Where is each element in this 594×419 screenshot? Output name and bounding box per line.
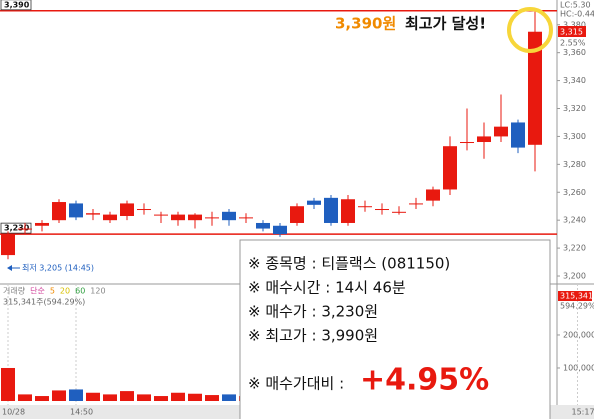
candle-body xyxy=(358,206,372,208)
y-tick-label: 3,360 xyxy=(563,48,586,57)
candle-body xyxy=(494,126,508,137)
y-tick-label: 3,340 xyxy=(563,76,586,85)
info-lines: ※ 종목명 : 티플랙스 (081150) ※ 매수시간 : 14시 46분 ※ 매… xyxy=(248,255,450,345)
candle-body xyxy=(103,214,117,221)
last-price-box xyxy=(558,26,586,37)
y-tick-label: 3,220 xyxy=(563,244,586,253)
info-box xyxy=(239,239,551,419)
candle-body xyxy=(528,31,542,145)
candle-body xyxy=(443,146,457,190)
y-tick-label: 3,300 xyxy=(563,132,586,141)
y-tick-label: 3,320 xyxy=(563,104,586,113)
x-tick-label: 14:50 xyxy=(70,408,93,417)
volume-bar xyxy=(103,394,117,401)
last-volume-ratio: 594.29% xyxy=(560,302,594,311)
high-note-price: 3,390원 xyxy=(335,15,396,33)
volume-info: 315,341주(594.29%) xyxy=(3,298,85,307)
volume-bar xyxy=(69,389,83,401)
legend-item: 20 xyxy=(60,287,70,296)
candle-body xyxy=(35,222,49,226)
candle-body xyxy=(341,199,355,223)
volume-bar xyxy=(120,391,134,401)
level-label: 3,390 xyxy=(4,0,30,9)
y-tick-label: 3,260 xyxy=(563,188,586,197)
lc-label: LC:5.30 xyxy=(560,1,591,10)
last-change: 2.55% xyxy=(560,39,586,48)
compare-label: ※ 매수가대비 : xyxy=(248,375,344,393)
legend-item: 단순 xyxy=(30,286,45,296)
compare-value: +4.95% xyxy=(360,363,489,398)
candle-body xyxy=(69,203,83,218)
x-tick-label: 10/28 xyxy=(2,408,25,417)
volume-bar xyxy=(137,394,151,401)
highlight-circle xyxy=(507,7,553,53)
volume-bar xyxy=(222,394,236,401)
legend-item: 120 xyxy=(90,287,105,296)
candle-body xyxy=(477,136,491,143)
high-note-text: 최고가 달성! xyxy=(405,15,486,33)
candle-body xyxy=(290,206,304,223)
candle-body xyxy=(375,209,389,211)
level-label-box xyxy=(0,222,32,234)
volume-bar xyxy=(86,392,100,401)
info-line: ※ 매수시간 : 14시 46분 xyxy=(248,279,406,297)
info-line: ※ 종목명 : 티플랙스 (081150) xyxy=(248,255,450,273)
level-label-box xyxy=(0,0,32,11)
volume-bar xyxy=(1,367,15,401)
candle-body xyxy=(426,189,440,201)
y-tick-label: 3,200 xyxy=(563,272,586,281)
candle-body xyxy=(409,203,423,205)
volume-bar xyxy=(171,392,185,401)
candle-body xyxy=(239,217,253,219)
last-volume-box xyxy=(558,291,592,301)
candle-body xyxy=(1,234,15,256)
x-tick-label: 15:17:00 xyxy=(572,408,594,417)
candle-body xyxy=(324,197,338,223)
last-price: 3,315 xyxy=(560,28,583,37)
volume-legend: 거래량 단순 5 20 60 120 xyxy=(3,286,106,296)
volume-bar xyxy=(52,390,66,401)
candle-body xyxy=(256,222,270,229)
candle-body xyxy=(205,217,219,219)
candle-body xyxy=(307,200,321,205)
legend-item: 60 xyxy=(75,287,85,296)
candle-body xyxy=(52,202,66,221)
candle-body xyxy=(120,203,134,216)
volume-bar xyxy=(188,393,202,401)
volume-bar xyxy=(18,394,32,401)
level-label: 3,230 xyxy=(4,224,30,233)
volume-bar xyxy=(154,396,168,401)
candle-body xyxy=(392,211,406,213)
v-tick-label: 100,000 xyxy=(563,363,594,372)
v-tick-label: 200,000 xyxy=(563,330,594,339)
low-arrow-head xyxy=(7,265,12,271)
candle-body xyxy=(460,142,474,144)
legend-item: 5 xyxy=(50,287,55,296)
low-note: 최저 3,205 (14:45) xyxy=(22,263,94,273)
candle-body xyxy=(154,214,168,216)
candle-body xyxy=(188,214,202,221)
candle-body xyxy=(171,214,185,221)
legend-item: 거래량 xyxy=(3,286,26,296)
volume-bar xyxy=(35,396,49,401)
info-line: ※ 매수가 : 3,230원 xyxy=(248,303,378,321)
candle-body xyxy=(222,211,236,221)
candle-body xyxy=(511,122,525,148)
y-tick-label: 3,380 xyxy=(563,20,586,29)
last-volume: 315,341 xyxy=(560,292,593,301)
info-line: ※ 최고가 : 3,990원 xyxy=(248,327,378,345)
candle-body xyxy=(273,225,287,235)
candle-body xyxy=(18,228,32,230)
y-tick-label: 3,240 xyxy=(563,216,586,225)
volume-bar xyxy=(205,395,219,401)
y-tick-label: 3,280 xyxy=(563,160,586,169)
candle-body xyxy=(137,209,151,211)
candle-body xyxy=(86,213,100,215)
hc-label: HC:-0.44 xyxy=(560,10,594,19)
